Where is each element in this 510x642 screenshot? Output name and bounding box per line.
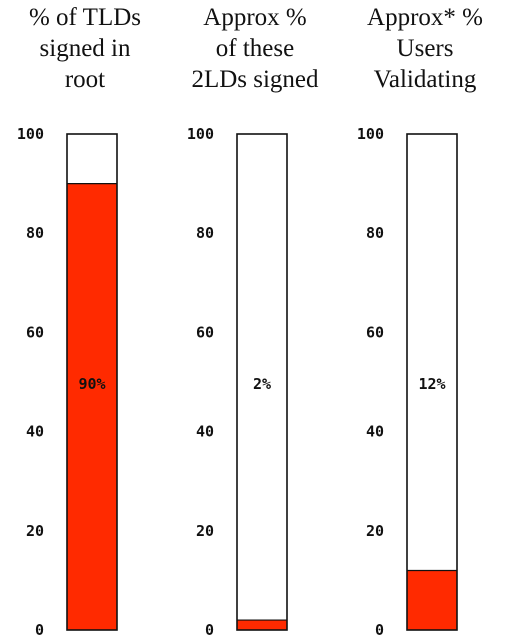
y-tick-label: 40 — [366, 423, 384, 441]
data-label: 90% — [78, 375, 105, 393]
y-tick-label: 60 — [366, 323, 384, 341]
bar-outline — [406, 133, 458, 631]
y-tick-label: 100 — [187, 125, 214, 143]
y-tick-label: 0 — [375, 621, 384, 639]
bar-fill — [67, 183, 117, 630]
chart-title: Approx* % Users Validating — [367, 4, 483, 93]
bar-fill — [407, 570, 457, 630]
gauge-panel-users: Approx* % Users Validating 100 80 60 40 20 0 1… — [340, 0, 510, 642]
bar-outline — [66, 133, 118, 631]
y-tick-label: 20 — [196, 522, 214, 540]
y-tick-label: 80 — [366, 224, 384, 242]
y-tick-label: 60 — [26, 323, 44, 341]
y-tick-label: 100 — [357, 125, 384, 143]
y-tick-label: 100 — [17, 125, 44, 143]
y-tick-label: 20 — [26, 522, 44, 540]
gauge-chart-users: 100 80 60 40 20 0 12% — [357, 125, 458, 639]
bar-fill — [237, 620, 287, 630]
chart-title: % of TLDs signed in root — [28, 4, 142, 93]
gauge-panel-tlds: % of TLDs signed in root 100 80 60 40 20 0 90% — [0, 0, 170, 642]
data-label: 2% — [253, 375, 271, 393]
y-tick-label: 0 — [205, 621, 214, 639]
y-tick-label: 0 — [35, 621, 44, 639]
bar-outline — [236, 133, 288, 631]
y-tick-label: 40 — [26, 423, 44, 441]
gauge-panel-2lds: Approx % of these 2LDs signed 100 80 60 40 2… — [170, 0, 340, 642]
data-label: 12% — [418, 375, 445, 393]
y-tick-label: 80 — [26, 224, 44, 242]
y-tick-label: 60 — [196, 323, 214, 341]
y-tick-label: 20 — [366, 522, 384, 540]
y-tick-label: 40 — [196, 423, 214, 441]
chart-title: Approx % of these 2LDs signed — [191, 4, 319, 93]
gauge-chart-2lds: 100 80 60 40 20 0 2% — [187, 125, 288, 639]
gauge-chart-tlds: 100 80 60 40 20 0 90% — [17, 125, 118, 639]
y-tick-label: 80 — [196, 224, 214, 242]
